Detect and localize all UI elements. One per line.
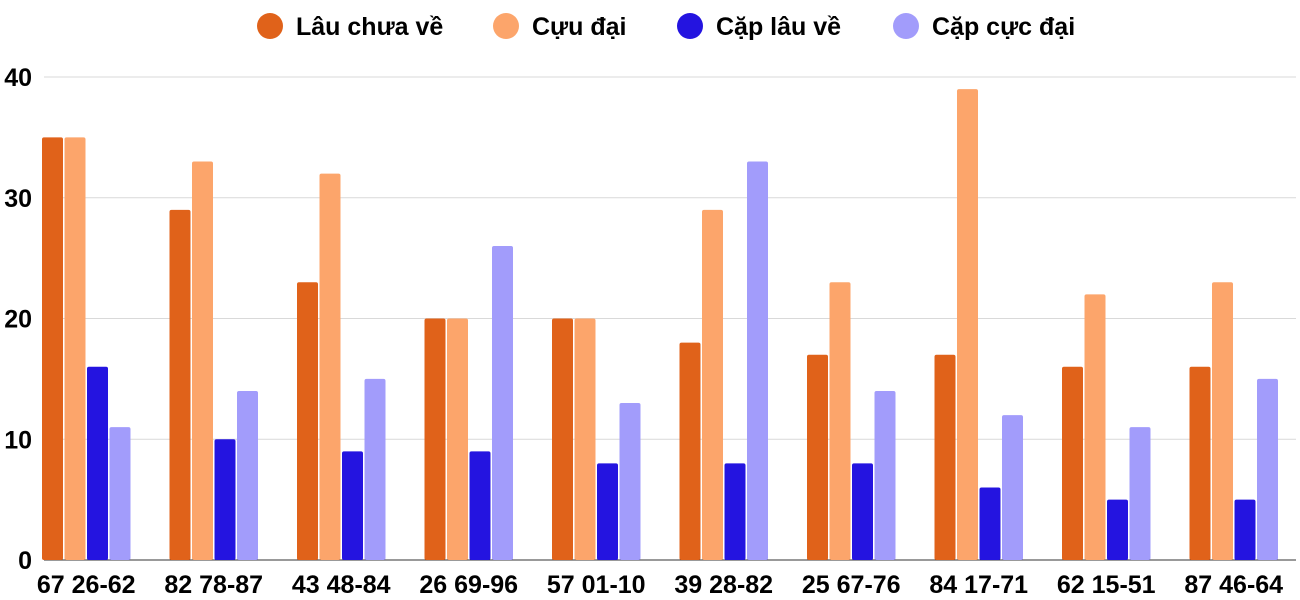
- bar-lau-chua-ve-87-46-64: [1189, 366, 1211, 560]
- bar-lau-chua-ve-39-28-82: [679, 342, 701, 560]
- bar-cap-lau-ve-82-78-87: [214, 439, 236, 560]
- x-tick-label-87-46-64: 87 46-64: [1184, 571, 1283, 599]
- bar-lau-chua-ve-84-17-71: [934, 354, 956, 560]
- bar-cap-cuc-dai-67-26-62: [109, 427, 131, 560]
- legend-label-cap-cuc-dai: Cặp cực đại: [932, 13, 1075, 41]
- x-tick-label-67-26-62: 67 26-62: [37, 571, 136, 599]
- bar-cap-cuc-dai-26-69-96: [492, 246, 513, 561]
- x-tick-label-84-17-71: 84 17-71: [929, 571, 1028, 599]
- bar-cap-lau-ve-39-28-82: [724, 463, 746, 560]
- bar-cap-lau-ve-57-01-10: [597, 463, 618, 560]
- bar-cap-lau-ve-43-48-84: [342, 451, 363, 560]
- x-tick-label-62-15-51: 62 15-51: [1057, 571, 1156, 599]
- bar-cap-cuc-dai-62-15-51: [1129, 427, 1151, 560]
- bar-cuu-dai-82-78-87: [192, 161, 213, 560]
- legend-swatch-cap-lau-ve: [677, 13, 703, 39]
- bar-cuu-dai-67-26-62: [64, 137, 86, 560]
- legend-item-lau-chua-ve: Lâu chưa về: [257, 13, 443, 41]
- bar-cap-lau-ve-26-69-96: [469, 451, 491, 560]
- bar-cap-cuc-dai-39-28-82: [747, 161, 768, 560]
- legend-item-cuu-dai: Cựu đại: [493, 13, 627, 41]
- x-axis-labels: 67 26-62 82 78-87 43 48-84 26 69-96 57 01-10…: [37, 571, 1283, 599]
- legend-label-lau-chua-ve: Lâu chưa về: [296, 13, 443, 41]
- bar-cuu-dai-39-28-82: [702, 209, 723, 560]
- legend-swatch-cap-cuc-dai: [893, 13, 919, 39]
- bar-cap-lau-ve-67-26-62: [87, 366, 108, 560]
- bar-cuu-dai-87-46-64: [1212, 282, 1233, 560]
- legend-swatch-lau-chua-ve: [257, 13, 283, 39]
- y-tick-label-40: 40: [4, 64, 32, 92]
- y-tick-label-0: 0: [18, 547, 32, 575]
- bar-cuu-dai-26-69-96: [447, 318, 468, 560]
- bar-lau-chua-ve-26-69-96: [424, 318, 446, 560]
- bar-cap-lau-ve-25-67-76: [852, 463, 873, 560]
- x-tick-label-43-48-84: 43 48-84: [292, 571, 391, 599]
- y-axis-ticks: 0 10 20 30 40: [4, 64, 32, 575]
- bar-lau-chua-ve-57-01-10: [552, 318, 573, 560]
- bar-lau-chua-ve-43-48-84: [297, 282, 318, 560]
- legend: Lâu chưa về Cựu đại Cặp lâu về Cặp cực đại: [257, 13, 1075, 41]
- y-tick-label-20: 20: [4, 306, 32, 334]
- bar-cap-cuc-dai-84-17-71: [1002, 415, 1023, 560]
- bar-cap-cuc-dai-57-01-10: [619, 403, 641, 560]
- bar-lau-chua-ve-82-78-87: [169, 209, 191, 560]
- legend-item-cap-cuc-dai: Cặp cực đại: [893, 13, 1075, 41]
- x-tick-label-25-67-76: 25 67-76: [802, 571, 901, 599]
- x-tick-label-57-01-10: 57 01-10: [547, 571, 646, 599]
- x-tick-label-26-69-96: 26 69-96: [419, 571, 518, 599]
- bar-lau-chua-ve-67-26-62: [42, 137, 63, 560]
- x-tick-label-82-78-87: 82 78-87: [164, 571, 263, 599]
- bar-cap-cuc-dai-87-46-64: [1257, 378, 1278, 560]
- bar-cap-cuc-dai-43-48-84: [364, 378, 386, 560]
- legend-item-cap-lau-ve: Cặp lâu về: [677, 13, 841, 41]
- bars: [42, 89, 1278, 561]
- bar-cap-lau-ve-62-15-51: [1107, 499, 1128, 560]
- legend-label-cap-lau-ve: Cặp lâu về: [716, 13, 841, 41]
- bar-cuu-dai-84-17-71: [957, 89, 978, 560]
- bar-lau-chua-ve-25-67-76: [807, 354, 828, 560]
- y-tick-label-30: 30: [4, 185, 32, 213]
- bar-lau-chua-ve-62-15-51: [1062, 366, 1083, 560]
- bar-cuu-dai-57-01-10: [574, 318, 596, 560]
- bar-cuu-dai-25-67-76: [829, 282, 851, 560]
- x-tick-label-39-28-82: 39 28-82: [674, 571, 773, 599]
- legend-swatch-cuu-dai: [493, 13, 519, 39]
- bar-cap-lau-ve-84-17-71: [979, 487, 1001, 560]
- bar-cap-lau-ve-87-46-64: [1234, 499, 1256, 560]
- bar-cap-cuc-dai-25-67-76: [874, 390, 896, 560]
- bar-cap-cuc-dai-82-78-87: [237, 390, 258, 560]
- bar-cuu-dai-62-15-51: [1084, 294, 1106, 560]
- legend-label-cuu-dai: Cựu đại: [532, 13, 627, 41]
- bar-cuu-dai-43-48-84: [319, 173, 341, 560]
- y-tick-label-10: 10: [4, 426, 32, 454]
